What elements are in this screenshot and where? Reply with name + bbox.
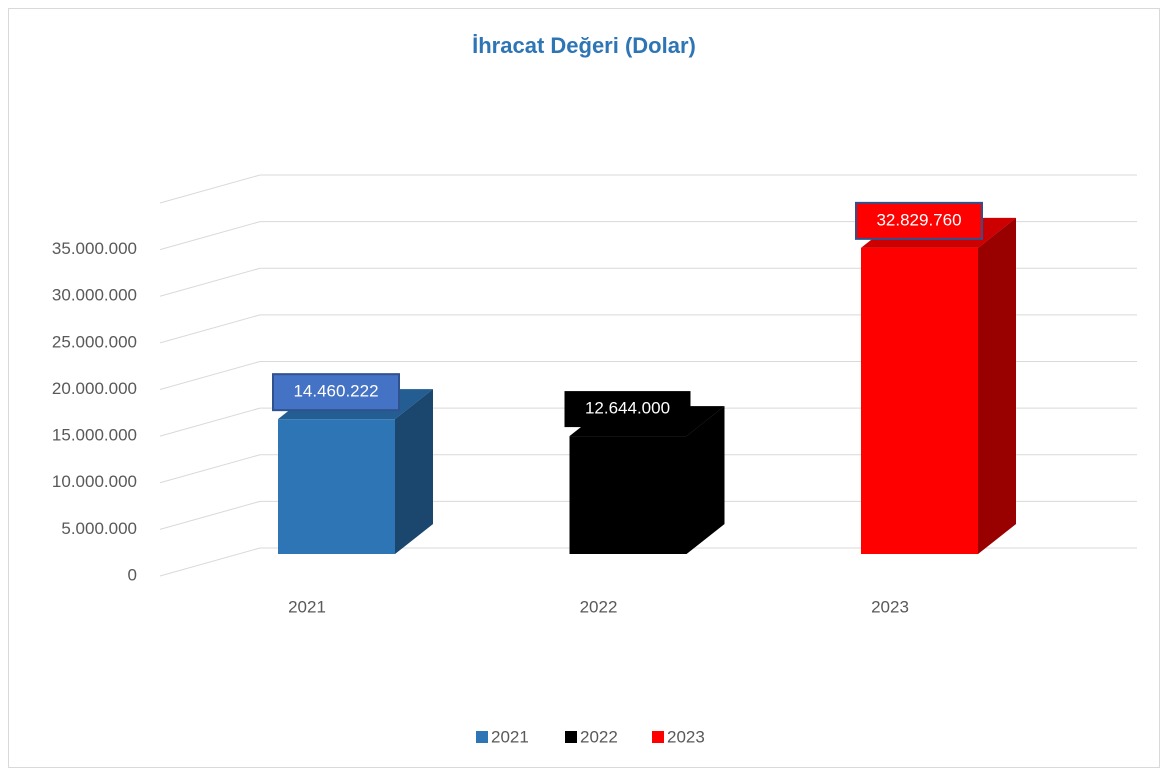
legend-swatch — [565, 731, 577, 743]
value-label: 14.460.222 — [293, 382, 378, 401]
chart-title: İhracat Değeri (Dolar) — [472, 33, 696, 58]
y-tick-label: 30.000.000 — [52, 286, 137, 305]
y-tick-label: 0 — [128, 565, 137, 584]
legend-swatch — [652, 731, 664, 743]
x-tick-label: 2022 — [580, 597, 618, 616]
bar-side — [395, 389, 433, 554]
grid-line — [159, 547, 261, 577]
grid-line — [159, 267, 261, 297]
y-tick-label: 15.000.000 — [52, 426, 137, 445]
y-tick-label: 5.000.000 — [61, 519, 137, 538]
value-label-box — [272, 373, 400, 412]
value-label: 32.829.760 — [876, 210, 961, 229]
y-tick-label: 20.000.000 — [52, 379, 137, 398]
grid-line — [159, 500, 261, 530]
grid-line — [159, 221, 261, 251]
grid-line — [159, 361, 261, 390]
bar-side-shade — [978, 217, 1016, 554]
value-label-box — [564, 391, 691, 428]
grid-line — [159, 314, 261, 344]
value-label: 12.644.000 — [585, 399, 670, 418]
legend-label: 2021 — [491, 727, 529, 746]
bar-side — [686, 406, 725, 554]
grid-line — [159, 454, 261, 484]
bar — [278, 419, 395, 554]
bar-side-shade — [395, 389, 433, 554]
y-tick-label: 10.000.000 — [52, 472, 137, 491]
value-label-box — [855, 201, 983, 240]
y-tick-label: 35.000.000 — [52, 239, 137, 258]
x-tick-label: 2021 — [288, 597, 326, 616]
legend-swatch — [476, 731, 488, 743]
legend-label: 2023 — [667, 727, 705, 746]
bar-side — [978, 217, 1016, 554]
legend-label: 2022 — [580, 727, 618, 746]
x-tick-label: 2023 — [871, 597, 909, 616]
y-tick-label: 25.000.000 — [52, 332, 137, 351]
bar-side-shade — [686, 406, 725, 554]
grid-line — [159, 407, 261, 437]
bar — [569, 436, 687, 554]
wall-edge — [159, 174, 261, 204]
bar — [861, 247, 978, 554]
